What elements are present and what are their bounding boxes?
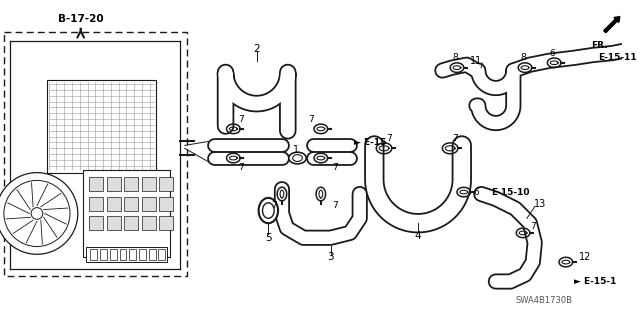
Text: 6: 6 bbox=[549, 48, 555, 57]
Bar bbox=[107, 177, 120, 191]
Text: 3: 3 bbox=[327, 252, 334, 262]
Bar bbox=[159, 197, 173, 211]
Text: 7: 7 bbox=[333, 201, 339, 210]
Text: 7: 7 bbox=[308, 115, 314, 124]
Ellipse shape bbox=[292, 155, 302, 161]
Bar bbox=[47, 80, 156, 173]
Text: 7: 7 bbox=[238, 163, 244, 172]
Text: FR.: FR. bbox=[591, 41, 607, 50]
Text: 8: 8 bbox=[452, 53, 458, 63]
Text: 5: 5 bbox=[265, 233, 271, 243]
Text: 1: 1 bbox=[292, 145, 299, 155]
Text: 12: 12 bbox=[579, 252, 591, 262]
Text: E-15-10: E-15-10 bbox=[491, 188, 529, 197]
Text: ► E-15-1: ► E-15-1 bbox=[573, 277, 616, 286]
Ellipse shape bbox=[262, 203, 274, 218]
Bar bbox=[139, 249, 146, 260]
Bar bbox=[129, 249, 136, 260]
Text: 13: 13 bbox=[534, 199, 546, 209]
Bar bbox=[120, 249, 126, 260]
Bar bbox=[90, 177, 103, 191]
Circle shape bbox=[0, 173, 78, 254]
Bar bbox=[124, 216, 138, 230]
Bar bbox=[107, 216, 120, 230]
FancyArrow shape bbox=[604, 17, 620, 33]
Ellipse shape bbox=[289, 152, 307, 164]
Bar bbox=[142, 216, 156, 230]
Bar bbox=[100, 249, 107, 260]
Bar bbox=[142, 177, 156, 191]
Bar bbox=[83, 170, 170, 257]
Bar bbox=[90, 249, 97, 260]
Bar bbox=[4, 32, 187, 276]
Bar bbox=[124, 177, 138, 191]
Bar bbox=[148, 249, 156, 260]
Bar bbox=[142, 197, 156, 211]
Circle shape bbox=[31, 208, 43, 219]
Text: 7: 7 bbox=[386, 134, 392, 143]
Bar bbox=[90, 197, 103, 211]
Text: ► E-15: ► E-15 bbox=[354, 138, 387, 147]
Bar bbox=[86, 248, 167, 262]
Text: 7: 7 bbox=[530, 222, 536, 231]
Ellipse shape bbox=[259, 198, 278, 223]
Bar bbox=[159, 177, 173, 191]
Bar bbox=[159, 216, 173, 230]
Text: 2: 2 bbox=[253, 44, 260, 54]
Text: 7: 7 bbox=[452, 134, 458, 143]
Text: B-17-20: B-17-20 bbox=[58, 14, 104, 24]
Text: 6: 6 bbox=[474, 188, 479, 197]
Text: 7: 7 bbox=[271, 201, 277, 210]
Text: 11: 11 bbox=[470, 56, 483, 66]
Bar bbox=[110, 249, 116, 260]
Bar bbox=[159, 249, 165, 260]
Bar bbox=[90, 216, 103, 230]
Bar bbox=[124, 197, 138, 211]
Text: SWA4B1730B: SWA4B1730B bbox=[516, 296, 573, 306]
Text: 7: 7 bbox=[333, 163, 339, 172]
Text: 4: 4 bbox=[415, 231, 421, 241]
Bar bbox=[107, 197, 120, 211]
Text: E-15-11: E-15-11 bbox=[598, 53, 637, 63]
Text: 7: 7 bbox=[238, 115, 244, 124]
Text: 8: 8 bbox=[520, 53, 526, 63]
Circle shape bbox=[4, 181, 70, 247]
